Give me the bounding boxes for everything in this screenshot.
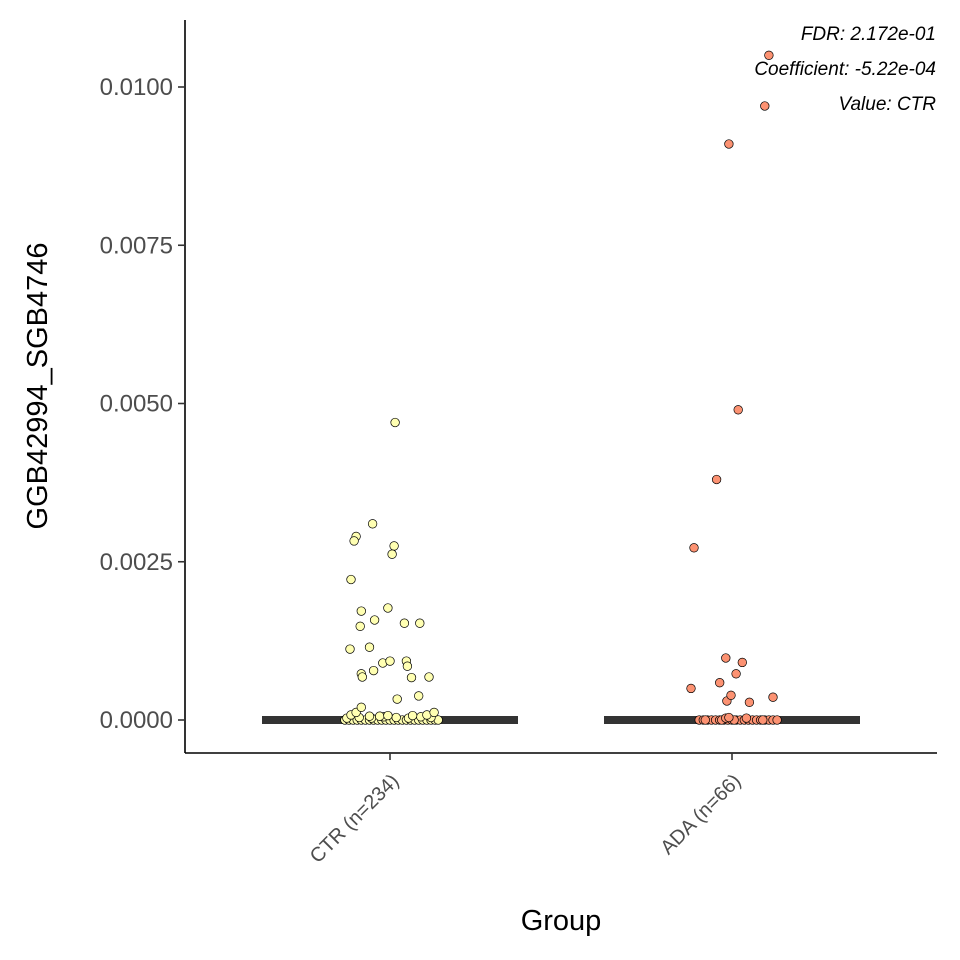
data-point xyxy=(724,139,734,149)
y-tick-label: 0.0100 xyxy=(100,74,173,101)
stat-annotation: FDR: 2.172e-01 xyxy=(801,24,936,45)
data-point xyxy=(346,574,356,585)
y-tick-label: 0.0025 xyxy=(100,549,173,576)
data-point xyxy=(711,474,722,485)
data-point xyxy=(686,683,696,694)
y-axis-title: GGB42994_SGB4746 xyxy=(22,243,54,530)
data-point xyxy=(715,678,725,688)
data-point xyxy=(349,536,359,546)
data-point xyxy=(406,672,417,683)
data-point xyxy=(368,665,379,676)
data-point xyxy=(414,691,424,701)
plot-panel xyxy=(262,50,860,725)
y-axis-ticks: 0.0000 0.0025 0.0050 0.0075 0.0100 xyxy=(100,74,185,734)
y-tick-label: 0.0000 xyxy=(100,707,173,734)
data-point xyxy=(731,669,741,679)
data-point xyxy=(741,713,752,723)
data-point xyxy=(392,694,402,704)
data-point xyxy=(726,690,736,700)
data-point xyxy=(345,644,355,654)
data-point xyxy=(375,711,385,721)
data-point xyxy=(383,603,393,613)
data-point xyxy=(391,712,401,723)
data-point xyxy=(758,715,768,725)
stat-annotation: Coefficient: -5.22e-04 xyxy=(754,59,936,80)
data-point xyxy=(429,707,439,718)
stat-annotation: Value: CTR xyxy=(839,94,937,115)
y-tick-label: 0.0075 xyxy=(100,232,173,259)
data-point xyxy=(385,656,395,666)
data-point xyxy=(390,417,400,428)
data-point xyxy=(744,697,755,707)
data-point xyxy=(367,519,378,529)
data-point xyxy=(389,541,399,551)
data-point xyxy=(407,710,418,721)
data-point xyxy=(415,618,425,628)
data-point xyxy=(402,661,413,671)
data-point xyxy=(383,710,393,721)
x-axis-title: Group xyxy=(521,905,602,937)
data-point xyxy=(760,101,770,111)
data-point xyxy=(356,702,366,712)
data-point xyxy=(369,615,380,625)
data-point xyxy=(387,549,397,559)
data-point xyxy=(724,712,734,723)
data-point xyxy=(399,618,410,628)
data-point xyxy=(364,711,375,721)
x-axis-ticks: CTR (n=234) ADA (n=66) xyxy=(306,753,746,868)
data-point xyxy=(721,653,731,663)
x-tick-label: CTR (n=234) xyxy=(306,770,404,868)
data-point xyxy=(364,642,375,652)
data-point xyxy=(768,692,778,702)
data-point xyxy=(700,715,710,725)
data-point xyxy=(772,715,782,725)
data-point xyxy=(737,657,747,668)
data-point xyxy=(355,621,365,631)
y-tick-label: 0.0050 xyxy=(100,391,173,418)
data-point xyxy=(357,672,367,682)
data-point xyxy=(356,606,366,616)
data-point xyxy=(733,405,743,415)
data-point xyxy=(764,50,774,60)
data-points xyxy=(340,50,782,725)
x-tick-label: ADA (n=66) xyxy=(656,770,745,859)
data-point xyxy=(689,543,699,553)
data-point xyxy=(424,672,434,682)
stat-annotations: FDR: 2.172e-01 Coefficient: -5.22e-04 Valu… xyxy=(754,24,936,115)
